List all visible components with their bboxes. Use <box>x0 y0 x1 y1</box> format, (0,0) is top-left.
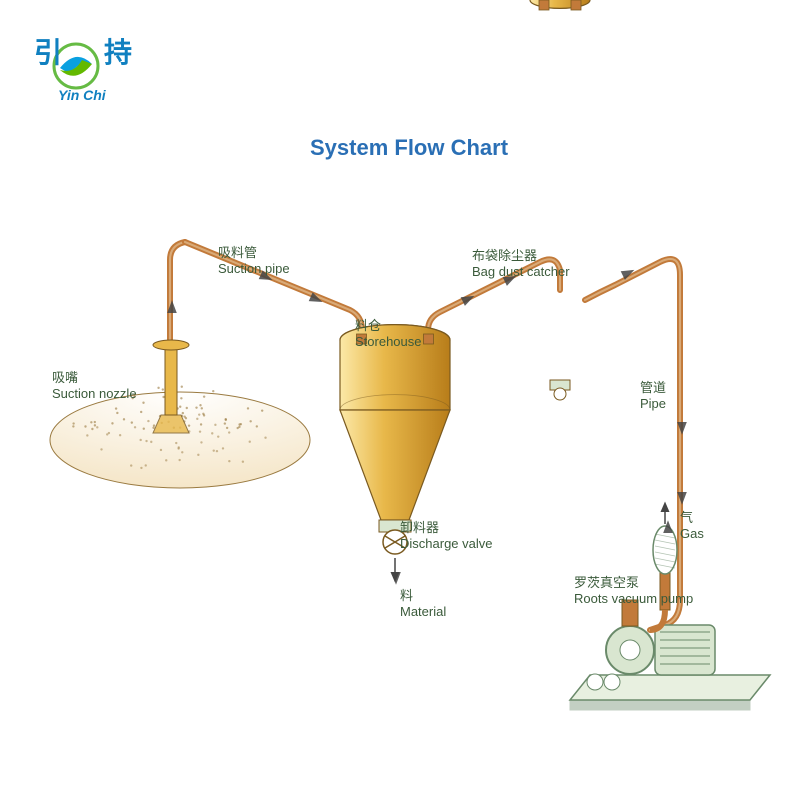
label-material: 料Material <box>400 588 446 621</box>
storehouse-vessel <box>340 325 450 520</box>
label-bag_dust: 布袋除尘器Bag dust catcher <box>472 248 570 281</box>
label-pipe: 管道Pipe <box>640 380 666 413</box>
label-pump: 罗茨真空泵Roots vacuum pump <box>574 575 693 608</box>
roots-vacuum-pump <box>570 600 770 710</box>
gas-outlet <box>650 506 677 630</box>
diagram-stage: 引 持 Yin Chi System Flow Chart <box>0 0 800 800</box>
label-storehouse: 料仓Storehouse <box>355 318 422 351</box>
label-suction_nozzle: 吸嘴Suction nozzle <box>52 370 137 403</box>
bag-dust-catcher <box>530 0 590 400</box>
label-suction_pipe: 吸料管Suction pipe <box>218 245 290 278</box>
label-discharge: 卸料器Discharge valve <box>400 520 493 553</box>
label-gas: 气Gas <box>680 510 704 543</box>
